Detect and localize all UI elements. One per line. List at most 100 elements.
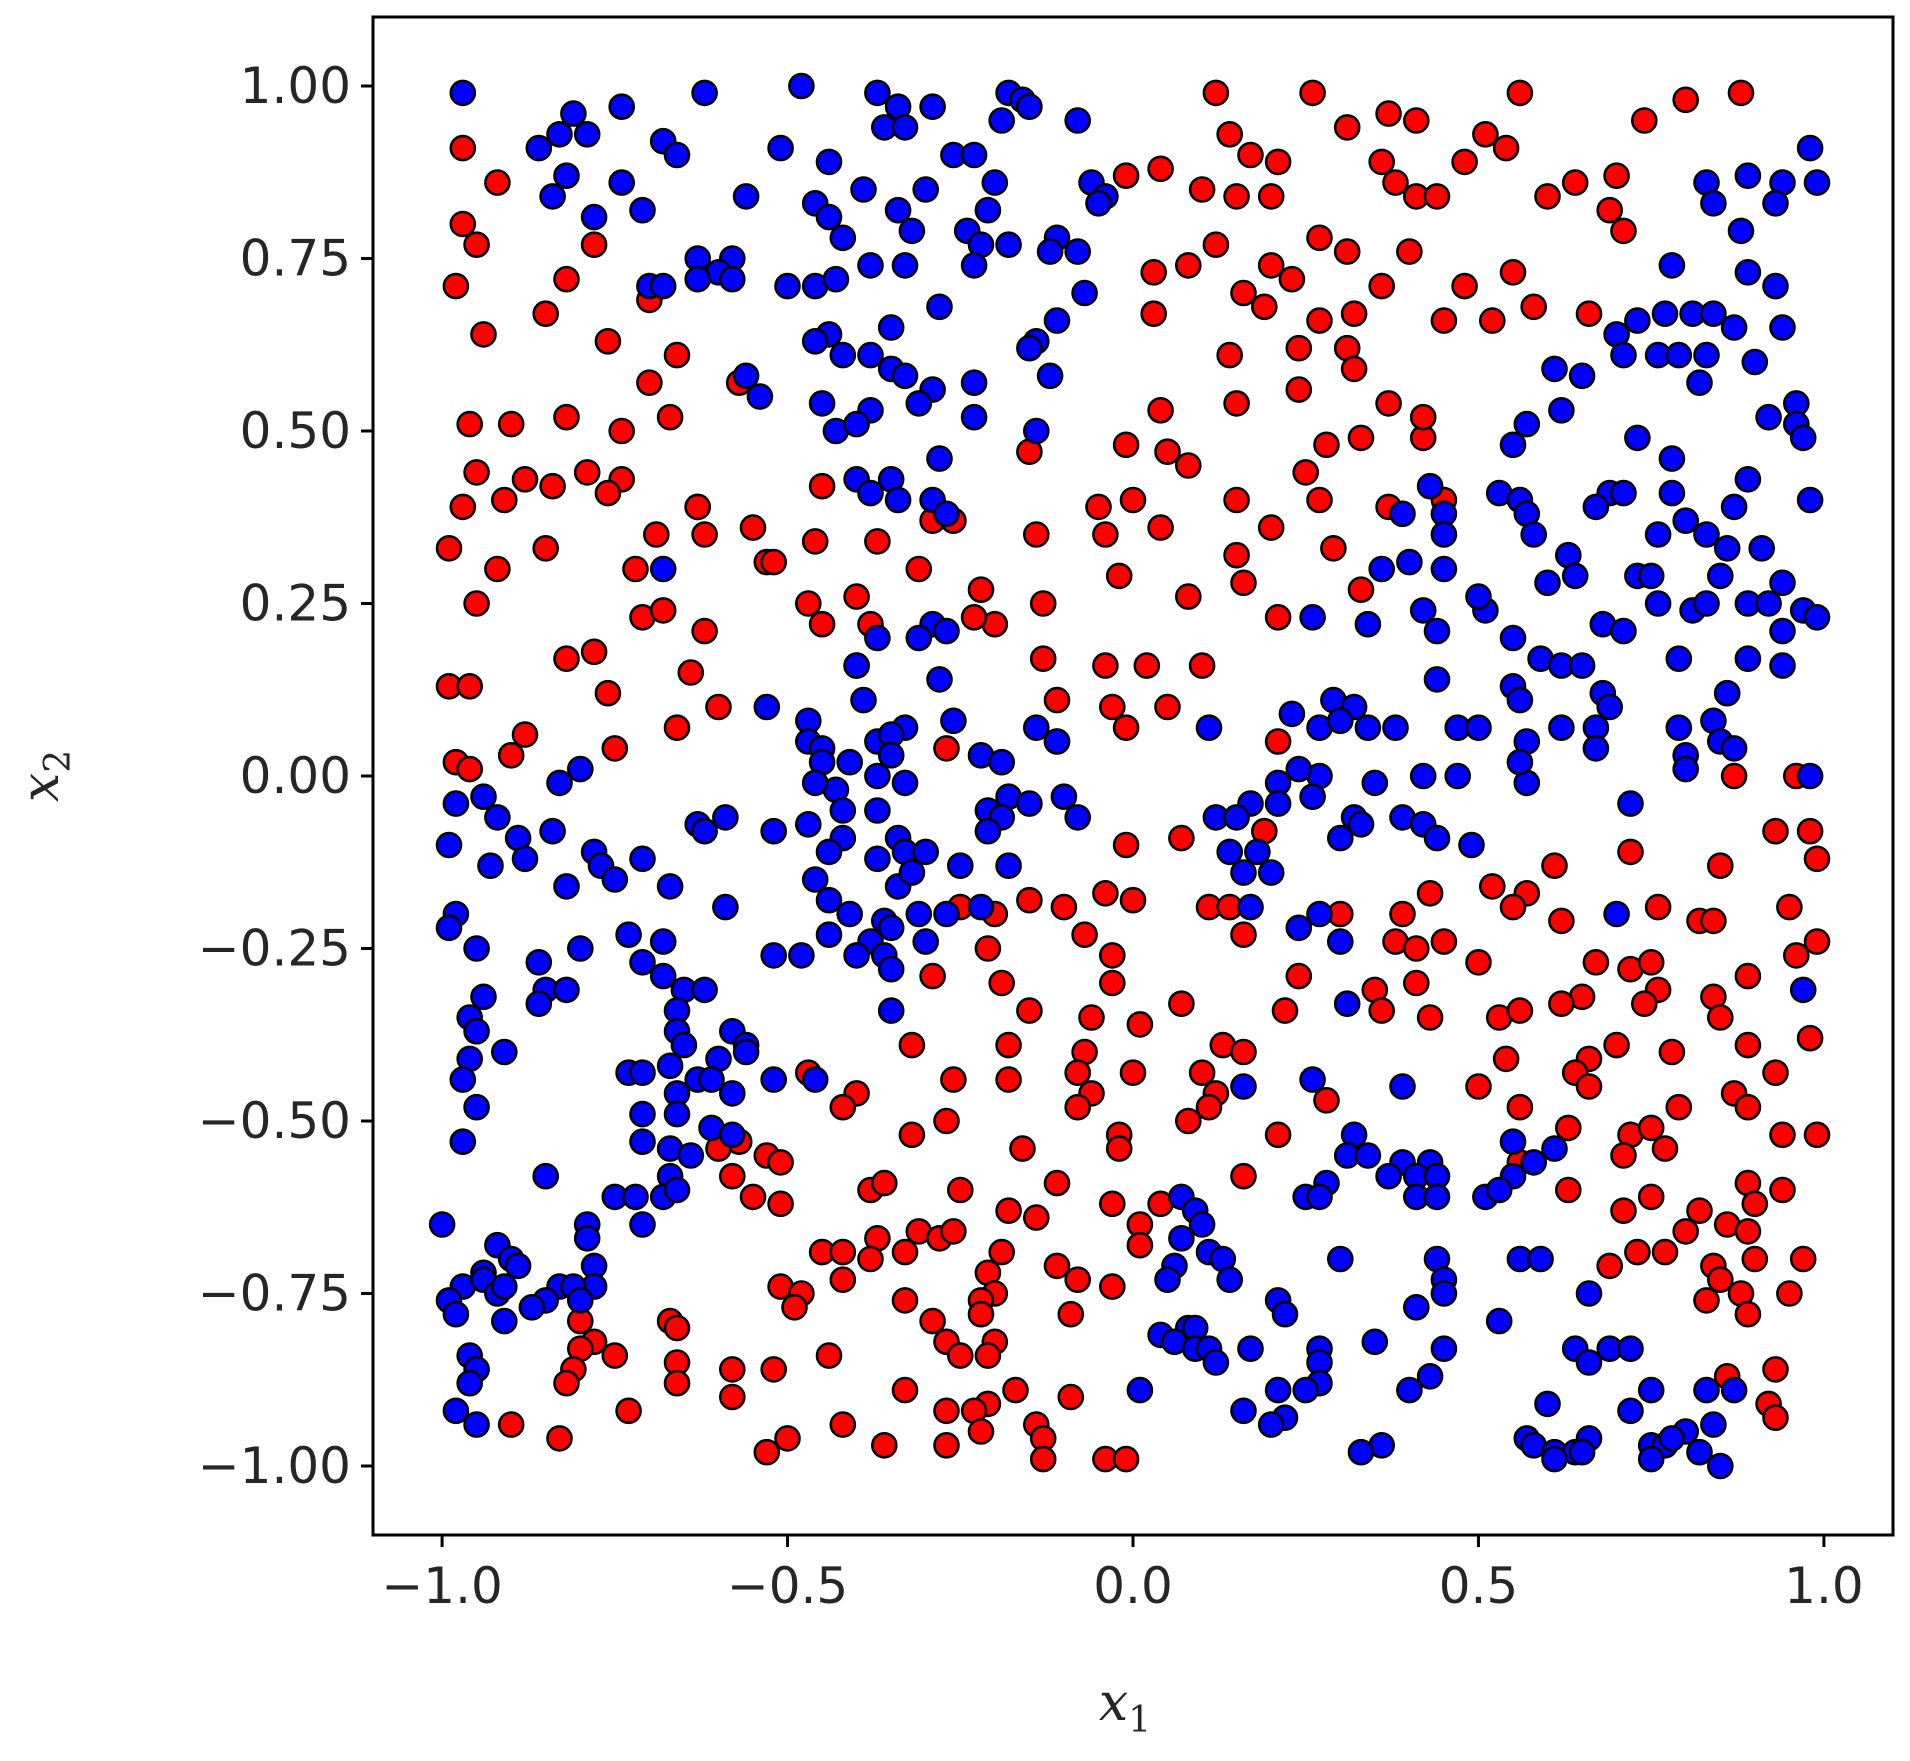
data-point [1430,307,1458,334]
data-point [732,183,760,210]
data-point [1720,314,1748,341]
data-point [1520,521,1547,548]
data-point [877,741,905,769]
data-point [857,479,884,507]
data-point [967,1418,995,1445]
data-point [988,107,1016,134]
data-point [1665,645,1693,673]
data-point [1237,141,1264,169]
data-point [1043,1169,1071,1197]
data-point [1389,500,1416,528]
data-point [1603,900,1630,928]
data-point [1610,217,1637,245]
data-point [594,679,622,707]
data-point [1112,431,1140,459]
data-point [898,217,926,245]
data-point [698,1066,725,1093]
data-point [1230,921,1257,949]
data-point [1658,252,1686,279]
data-point [691,79,718,107]
data-point [1223,486,1250,514]
data-point [1789,976,1817,1004]
data-point [1154,693,1181,721]
data-point [1347,810,1375,838]
data-point [919,1307,946,1335]
data-point [843,652,870,679]
data-point [1050,783,1078,811]
data-point [663,341,691,369]
data-point [1492,1045,1520,1073]
y-axis: 1.00 0.75 0.50 0.25 0.00 −0.25 −0.50 −0.75 −1.00 [198,57,373,1495]
data-point [1672,507,1699,535]
data-point [1520,1149,1547,1176]
data-point [553,403,580,431]
data-point [1465,583,1492,610]
data-point [435,831,463,859]
data-point [829,341,857,369]
data-point [1340,355,1368,383]
data-point [663,714,691,742]
data-point [691,521,718,548]
data-point [1216,1266,1243,1293]
data-point [691,817,718,845]
data-point [870,1169,898,1197]
data-point [1762,1059,1789,1086]
data-point [1299,783,1326,811]
data-point [767,134,794,162]
data-point [1596,693,1623,721]
data-point [1665,341,1693,369]
data-point [670,1031,698,1059]
data-point [1796,1024,1824,1052]
data-point [1188,176,1216,203]
data-point [718,1121,746,1149]
data-point [926,445,953,472]
data-point [1707,1266,1734,1293]
data-point [1347,424,1375,452]
data-point [1333,990,1361,1018]
data-point [1375,100,1402,127]
data-point [1216,121,1243,148]
data-point [767,1190,794,1218]
data-point [1803,603,1831,631]
data-point [511,721,539,748]
data-point [1423,1183,1451,1211]
data-point [629,845,656,873]
data-point [1672,86,1699,114]
data-point [1202,1349,1230,1376]
data-point [995,231,1022,258]
data-point [1382,714,1409,742]
data-point [539,183,566,210]
data-point [490,1038,518,1066]
data-point [1168,1225,1195,1252]
data-point [801,327,829,355]
data-point [580,203,608,231]
data-point [1029,590,1057,617]
data-point [1596,196,1623,224]
data-point [490,486,518,514]
data-point [560,100,587,127]
data-point [1624,424,1651,452]
data-point [1465,714,1492,742]
data-point [553,265,580,293]
data-point [974,196,1002,224]
data-point [1257,514,1285,541]
data-point [1223,183,1250,210]
data-point [1126,1011,1154,1038]
data-point [836,900,864,928]
data-point [1085,493,1112,521]
data-point [1223,390,1250,417]
data-point [1741,348,1769,376]
data-point [1803,169,1831,196]
data-point [967,1300,995,1328]
data-point [1368,555,1395,583]
data-point [760,548,788,576]
data-point [1534,1390,1561,1418]
data-point [1693,1287,1720,1314]
data-point [1803,845,1831,873]
data-point [1361,769,1389,797]
data-point [1216,838,1243,866]
data-point [1175,252,1202,279]
data-point [1251,293,1278,321]
data-point [1631,990,1658,1018]
data-point [449,210,477,238]
